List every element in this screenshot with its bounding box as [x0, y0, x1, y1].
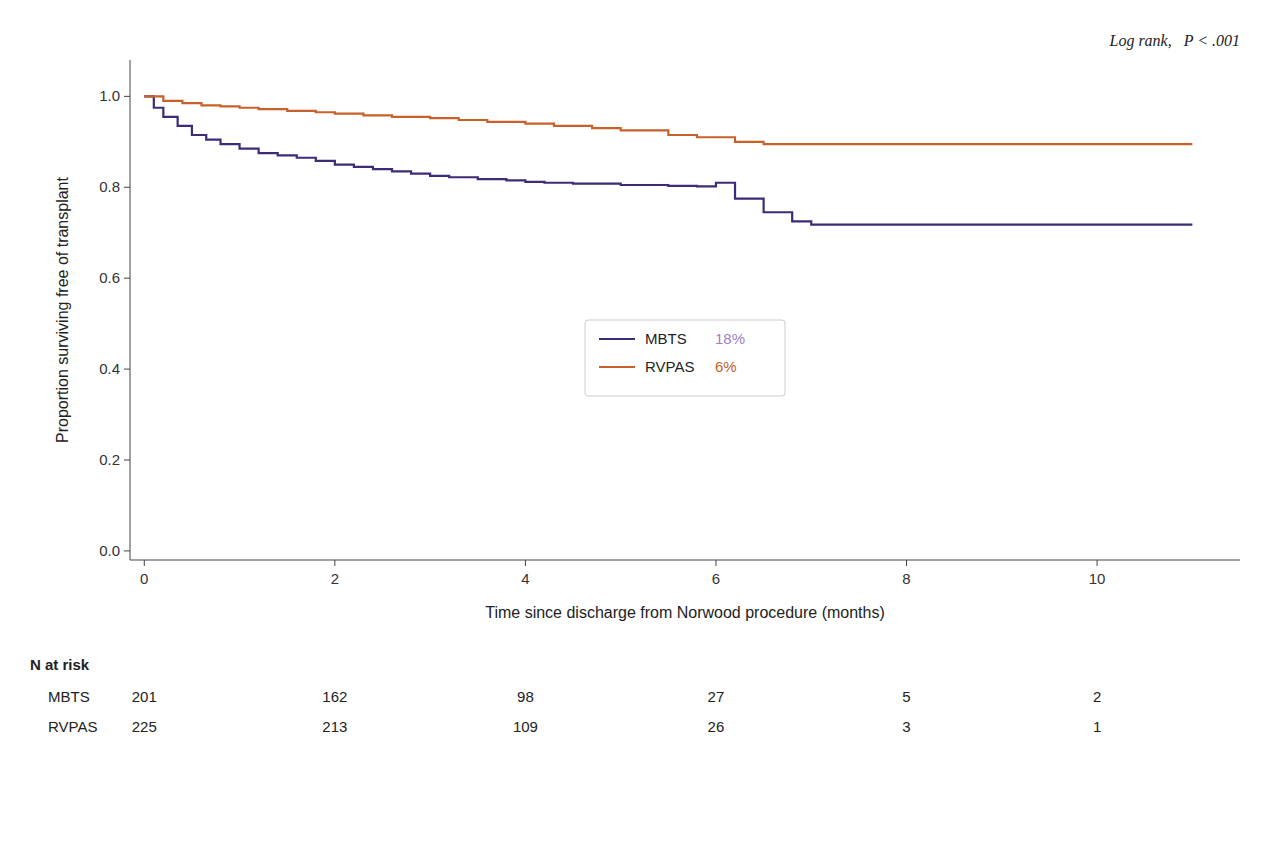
n-at-risk-value: 201: [132, 688, 157, 705]
y-tick-label: 0.4: [99, 360, 120, 377]
legend-swatch: [599, 338, 635, 340]
legend-label: MBTS: [645, 330, 687, 347]
x-tick-label: 8: [902, 570, 910, 587]
x-tick-label: 0: [140, 570, 148, 587]
n-at-risk-row-label: RVPAS: [48, 718, 97, 735]
x-tick: [906, 560, 907, 566]
x-tick: [144, 560, 145, 566]
n-at-risk-value: 109: [513, 718, 538, 735]
y-tick-label: 0.8: [99, 178, 120, 195]
y-tick: [124, 460, 130, 461]
y-tick-label: 0.0: [99, 542, 120, 559]
y-tick-label: 1.0: [99, 87, 120, 104]
y-tick: [124, 278, 130, 279]
x-tick-label: 10: [1089, 570, 1106, 587]
y-axis-line: [130, 60, 131, 560]
y-tick: [124, 96, 130, 97]
n-at-risk-value: 26: [708, 718, 725, 735]
n-at-risk-value: 5: [902, 688, 910, 705]
axes: 0 2 4 6 8 10 0.0 0.2 0.4 0.6 0.8 1.0: [99, 60, 1240, 587]
n-at-risk-value: 98: [517, 688, 534, 705]
x-tick: [525, 560, 526, 566]
x-tick: [715, 560, 716, 566]
n-at-risk-value: 162: [322, 688, 347, 705]
survival-curve: [144, 96, 1192, 144]
n-at-risk-row-label: MBTS: [48, 688, 90, 705]
x-axis-line: [130, 560, 1240, 561]
x-axis-label: Time since discharge from Norwood proced…: [485, 604, 885, 621]
legend-note: 6%: [715, 358, 737, 375]
y-tick: [124, 550, 130, 551]
survival-curve: [144, 96, 1192, 224]
x-tick-label: 6: [712, 570, 720, 587]
n-at-risk-value: 27: [708, 688, 725, 705]
legend-label: RVPAS: [645, 358, 694, 375]
n-at-risk-value: 3: [902, 718, 910, 735]
n-at-risk-table: N at risk MBTS 201 162 98 27 5 2 RVPAS 225 213 109 2…: [30, 656, 1101, 735]
x-tick-label: 4: [521, 570, 529, 587]
x-tick: [1097, 560, 1098, 566]
y-tick-label: 0.6: [99, 269, 120, 286]
title: Log rank, P < .001: [1108, 32, 1240, 50]
n-at-risk-value: 225: [132, 718, 157, 735]
x-tick: [334, 560, 335, 566]
n-at-risk-value: 213: [322, 718, 347, 735]
chart: 0 2 4 6 8 10 0.0 0.2 0.4 0.6 0.8 1.0 Proportion surv…: [0, 0, 1287, 860]
y-axis-label: Proportion surviving free of transplant: [54, 176, 71, 442]
x-tick-label: 2: [331, 570, 339, 587]
legend: MBTS 18% RVPAS 6%: [585, 320, 785, 396]
y-tick: [124, 187, 130, 188]
legend-swatch: [599, 366, 635, 368]
n-at-risk-label: N at risk: [30, 656, 90, 673]
legend-note: 18%: [715, 330, 745, 347]
n-at-risk-value: 1: [1093, 718, 1101, 735]
y-tick-label: 0.2: [99, 451, 120, 468]
legend-box: [585, 320, 785, 396]
y-tick: [124, 369, 130, 370]
n-at-risk-value: 2: [1093, 688, 1101, 705]
plot-data: [144, 96, 1192, 224]
